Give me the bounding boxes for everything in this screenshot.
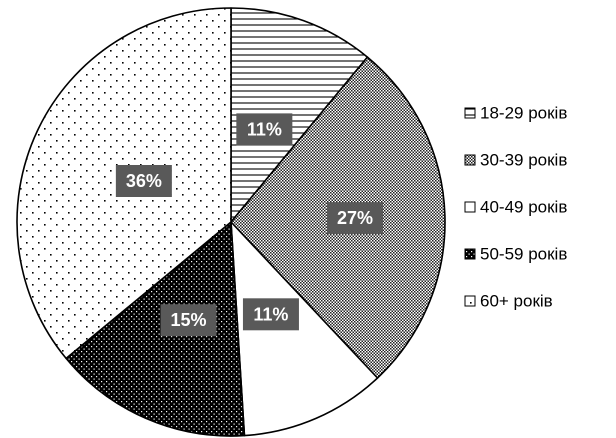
data-label-box bbox=[160, 304, 217, 337]
legend-swatch bbox=[464, 107, 476, 119]
pie-slice-1 bbox=[230, 7, 369, 223]
legend-item-4: 50-59 років bbox=[464, 245, 567, 264]
data-label-1: 11% bbox=[236, 113, 293, 146]
legend-label: 60+ років bbox=[480, 292, 553, 311]
legend-swatch bbox=[464, 295, 476, 307]
pie-data-labels: 11% 27% 11% 15% 36% bbox=[115, 113, 384, 337]
data-label-box bbox=[236, 113, 293, 146]
data-label-text: 11% bbox=[253, 304, 288, 324]
data-label-text: 11% bbox=[247, 119, 282, 139]
data-label-5: 36% bbox=[115, 164, 172, 197]
legend-swatch bbox=[464, 248, 476, 260]
data-label-box bbox=[327, 202, 384, 235]
legend-item-2: 30-39 років bbox=[464, 151, 567, 170]
legend: 18-29 років 30-39 років 40-49 років 50-59 р… bbox=[464, 104, 567, 311]
legend-item-1: 18-29 років bbox=[464, 104, 567, 123]
data-label-text: 27% bbox=[337, 208, 373, 228]
legend-label: 18-29 років bbox=[480, 104, 567, 123]
legend-item-5: 60+ років bbox=[464, 292, 553, 311]
data-label-3: 11% bbox=[242, 298, 299, 331]
data-label-4: 15% bbox=[160, 304, 217, 337]
pie-slice-4 bbox=[65, 221, 246, 437]
data-label-box bbox=[242, 298, 299, 331]
data-label-2: 27% bbox=[327, 202, 384, 235]
data-label-text: 15% bbox=[170, 310, 206, 330]
data-label-box bbox=[115, 164, 172, 197]
pie-slice-3 bbox=[230, 221, 379, 437]
data-label-text: 36% bbox=[126, 171, 162, 191]
legend-label: 50-59 років bbox=[480, 245, 567, 264]
legend-item-3: 40-49 років bbox=[464, 198, 567, 217]
legend-swatch bbox=[464, 154, 476, 166]
legend-label: 30-39 років bbox=[480, 151, 567, 170]
legend-label: 40-49 років bbox=[480, 198, 567, 217]
legend-swatch bbox=[464, 201, 476, 213]
